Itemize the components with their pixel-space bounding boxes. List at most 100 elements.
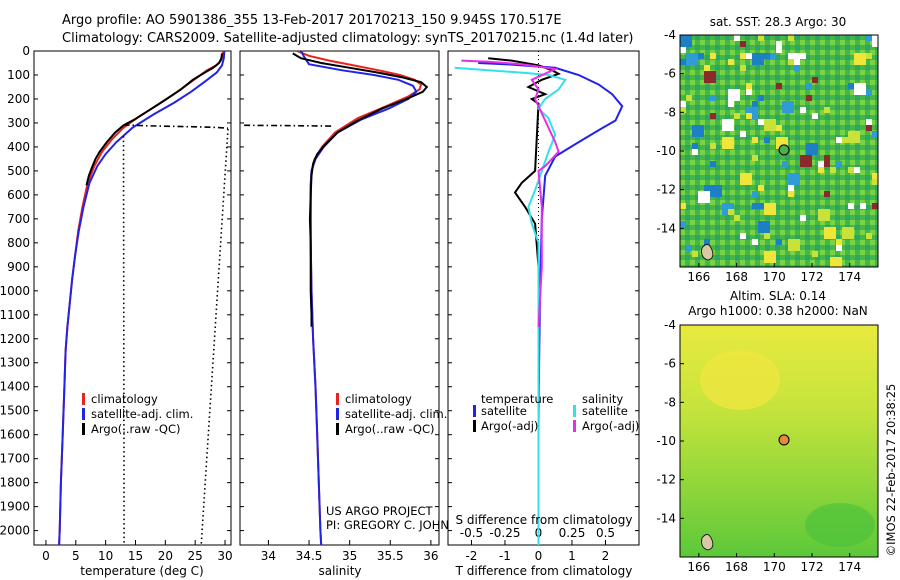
sst-cell <box>710 143 716 149</box>
sst-cell <box>854 167 860 173</box>
sst-cell <box>746 113 752 119</box>
sst-cell <box>752 191 758 197</box>
x-tick-label: 0 <box>42 549 50 563</box>
y-tick-label: 0 <box>22 44 30 58</box>
sst-cell <box>710 161 716 167</box>
sst-cell <box>800 215 806 221</box>
temperature-xlabel: temperature (deg C) <box>80 564 203 578</box>
sst-cell <box>776 83 782 89</box>
sst-cell <box>692 149 698 155</box>
legend-label-s-satellite: satellite <box>582 404 628 418</box>
sst-cell <box>770 53 776 59</box>
map-y-tick-label: -14 <box>656 221 676 235</box>
sst-cell <box>758 35 764 41</box>
sst-cell <box>836 137 842 143</box>
sst-cell <box>776 47 782 53</box>
map-y-tick-label: -10 <box>656 434 676 448</box>
sst-cell <box>842 227 854 239</box>
difference-axes <box>447 50 640 546</box>
x-tick-label: 1 <box>568 549 576 563</box>
sst-cell <box>764 233 770 239</box>
sst-cell <box>680 47 686 53</box>
sst-cell <box>800 107 806 113</box>
salinity-axes <box>239 50 440 546</box>
legend-swatch-t-argo <box>473 420 476 432</box>
map-y-tick-label: -4 <box>664 318 676 332</box>
sst-cell <box>680 203 686 209</box>
map-y-tick-label: -14 <box>656 511 676 525</box>
sst-cell <box>836 239 842 245</box>
legend-label-argo: Argo(..raw -QC) <box>91 422 181 436</box>
x2-tick-label: -0.5 <box>460 526 483 540</box>
y-tick-label: 800 <box>7 236 30 250</box>
sst-cell <box>698 53 704 59</box>
sst-cell <box>824 227 836 239</box>
sst-cell <box>788 35 794 41</box>
sst-cell <box>824 155 830 161</box>
sst-cell <box>758 221 770 233</box>
sst-cell <box>866 53 872 59</box>
sst-cell <box>752 137 758 143</box>
sst-cell <box>866 35 872 41</box>
sst-cell <box>746 83 752 89</box>
sst-cell <box>818 209 830 221</box>
y-tick-label: 200 <box>7 92 30 106</box>
legend-temperature-header: temperature <box>481 392 553 406</box>
sst-cell <box>848 203 854 209</box>
sst-cell <box>746 89 752 95</box>
map-y-tick-label: -8 <box>664 395 676 409</box>
sst-cell <box>866 119 872 125</box>
series-argo <box>292 52 429 327</box>
y-tick-label: 2000 <box>0 524 30 538</box>
sla-map-subtitle: Argo h1000: 0.38 h2000: NaN <box>688 304 868 318</box>
map-x-tick-label: 174 <box>838 560 861 574</box>
legend-label-t-satellite: satellite <box>481 404 527 418</box>
sst-cell <box>824 191 830 197</box>
legend-swatch-argo <box>336 423 339 435</box>
sst-cell <box>782 101 794 113</box>
x-tick-label: 20 <box>158 549 173 563</box>
temperature-legend: climatology satellite-adj. clim. Argo(..… <box>82 392 193 436</box>
y-tick-label: 1700 <box>0 452 30 466</box>
series-salinity-argo <box>461 59 560 327</box>
sst-cell <box>698 191 710 203</box>
series-argo-raw <box>123 124 229 129</box>
salinity-panel: 34 34.5 35 35.5 36 salinity climatology sate… <box>239 50 474 578</box>
y-tick-label: 1400 <box>0 380 30 394</box>
legend-swatch-s-satellite <box>573 405 576 417</box>
imos-timestamp: ©IMOS 22-Feb-2017 20:38:25 <box>884 384 898 557</box>
sst-cell <box>806 83 812 89</box>
y-tick-label: 1300 <box>0 356 30 370</box>
sst-cell <box>824 107 830 113</box>
legend-label-t-argo: Argo(-adj) <box>481 419 538 433</box>
difference-panel: -2 -1 0 1 2-0.5 -0.25 0 0.25 0.5 T difference fr… <box>447 50 640 578</box>
map-y-tick-label: -10 <box>656 144 676 158</box>
map-x-tick-label: 170 <box>763 560 786 574</box>
sla-map-title: Altim. SLA: 0.14 <box>730 289 826 303</box>
sst-cell <box>800 53 806 59</box>
sst-cell <box>818 161 824 167</box>
sst-cell <box>746 53 752 59</box>
salinity-legend: climatology satellite-adj. clim. Argo(..… <box>336 392 447 436</box>
sst-cell <box>752 155 758 161</box>
sst-cell <box>758 185 764 191</box>
y-tick-label: 500 <box>7 164 30 178</box>
x-tick-label: 35 <box>342 549 357 563</box>
y-tick-label: 400 <box>7 140 30 154</box>
y-tick-label: 900 <box>7 260 30 274</box>
difference-legend: temperature satellite Argo(-adj) salinit… <box>473 392 639 433</box>
sst-cell <box>806 143 818 155</box>
sst-cell <box>710 185 722 197</box>
sst-cell <box>806 95 812 101</box>
legend-label-satellite: satellite-adj. clim. <box>91 407 193 421</box>
sst-cell <box>686 245 692 251</box>
series-satellite <box>58 51 226 545</box>
sst-cell <box>764 53 770 59</box>
legend-label-climatology: climatology <box>345 392 412 406</box>
difference-x2label: S difference from climatology <box>456 513 633 527</box>
map-x-tick-label: 174 <box>838 270 861 284</box>
sst-cell <box>722 119 734 131</box>
x-tick-label: 35.5 <box>377 549 404 563</box>
sst-cell <box>704 239 710 245</box>
sst-cell <box>752 53 764 65</box>
